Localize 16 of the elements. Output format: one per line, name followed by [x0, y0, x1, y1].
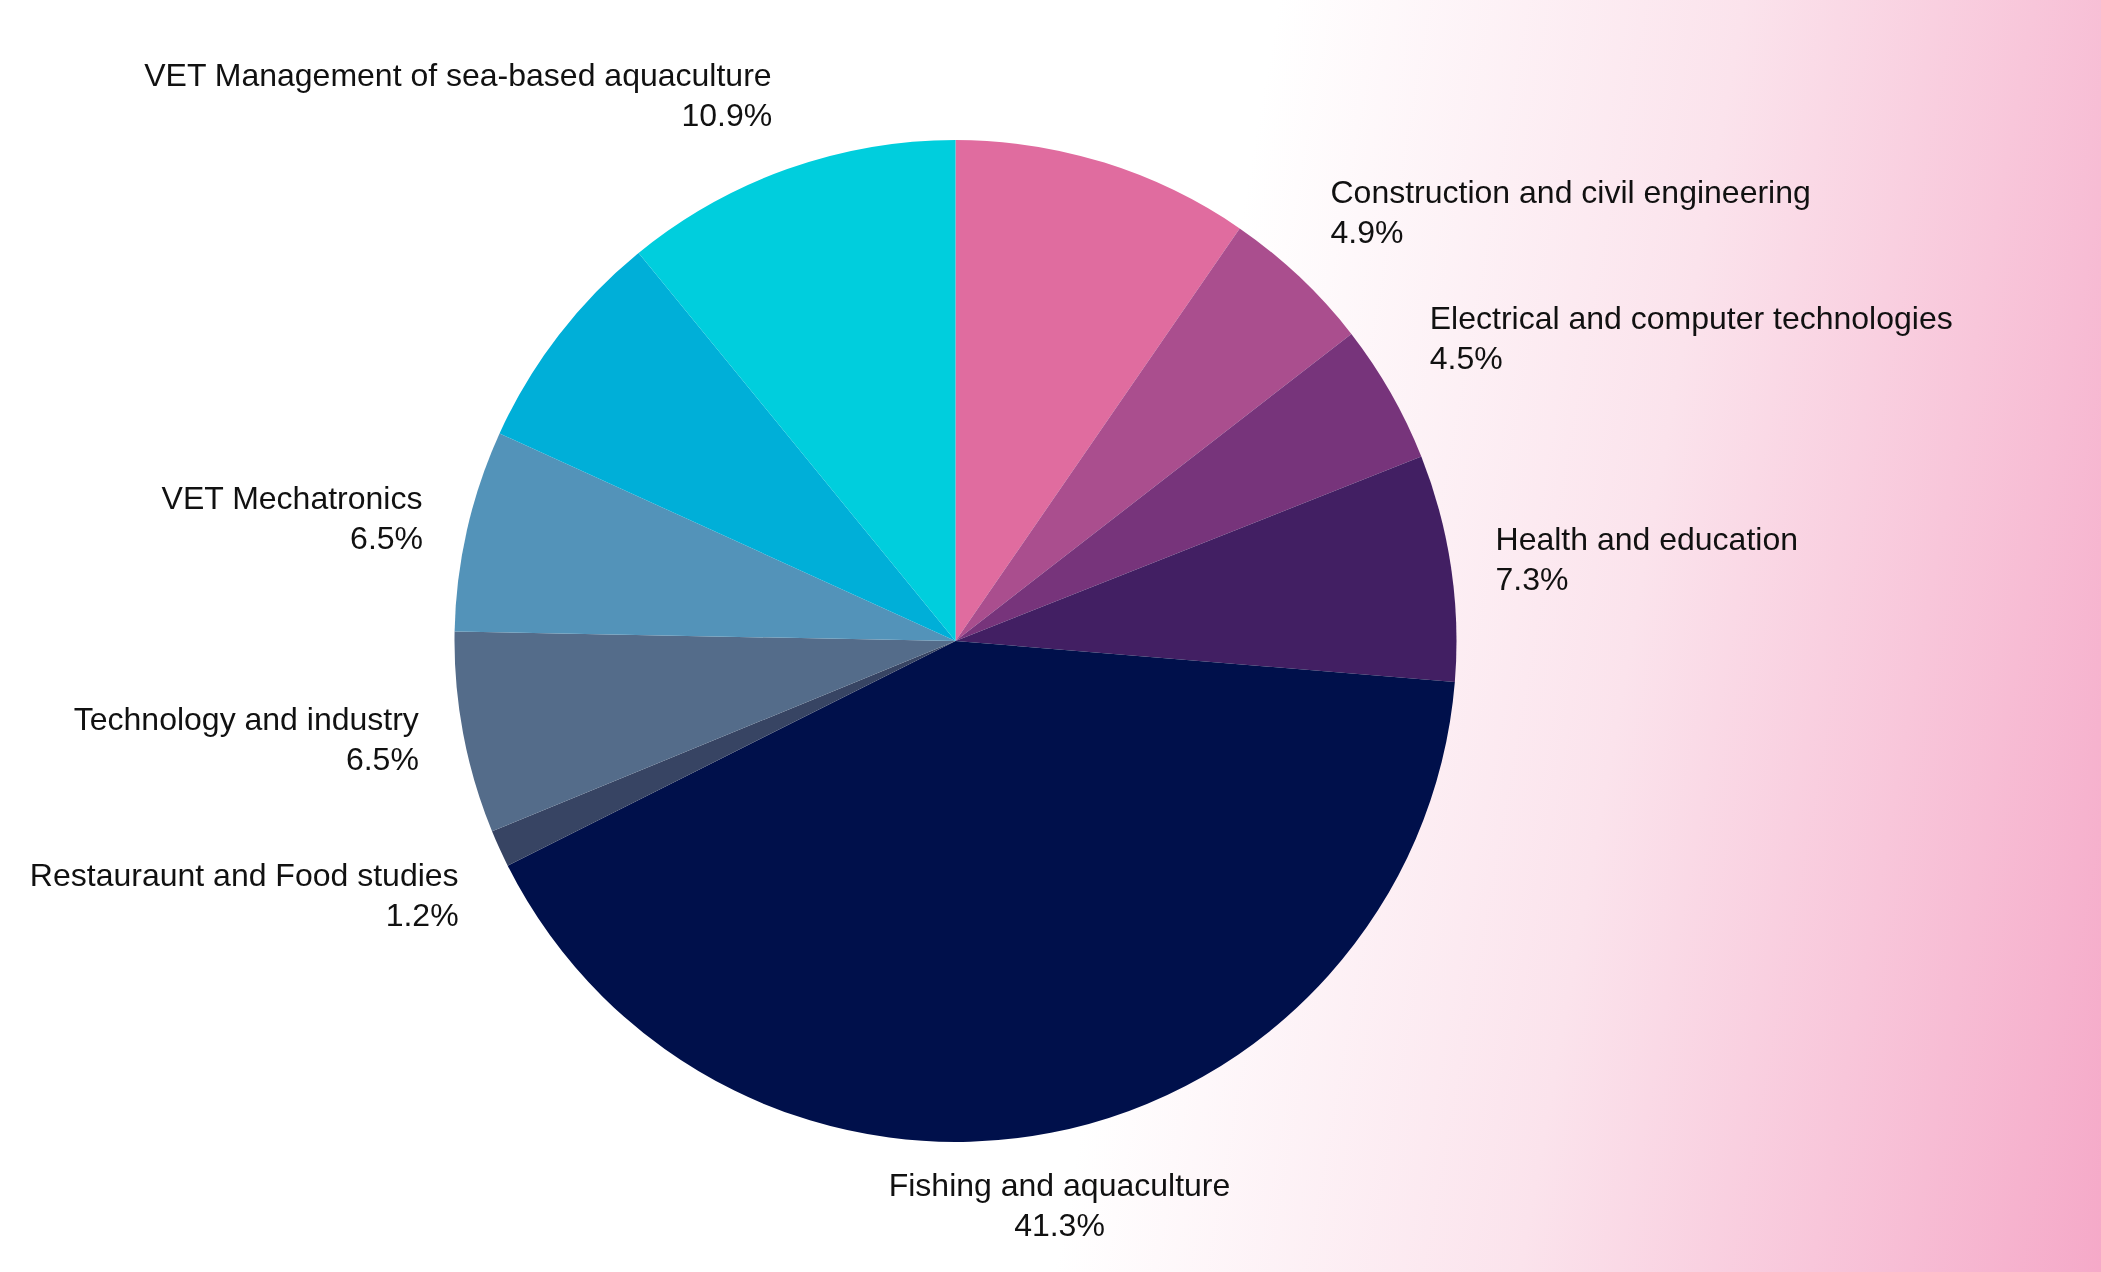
- data-label: 7.3%: [1495, 560, 1569, 597]
- slice-label: Fishing and aquaculture: [888, 1166, 1231, 1203]
- slice-label: VET Management of sea-based aquaculture: [144, 56, 772, 93]
- data-label: 6.5%: [350, 520, 424, 557]
- data-label: 4.9%: [1330, 213, 1404, 250]
- data-label: 10.9%: [681, 96, 773, 133]
- slice-label: VET Mechatronics: [161, 480, 423, 517]
- data-label: 1.2%: [385, 897, 459, 934]
- slice-label: Technology and industry: [73, 701, 419, 738]
- slice-label: Electrical and computer technologies: [1429, 300, 1953, 337]
- slice-label: Restauraunt and Food studies: [29, 857, 459, 894]
- slice-label: Health and education: [1495, 520, 1799, 557]
- data-label: 4.5%: [1429, 340, 1503, 377]
- data-label: 41.3%: [1014, 1206, 1105, 1243]
- data-label: 6.5%: [345, 741, 419, 778]
- slice-label: Construction and civil engineering: [1330, 173, 1811, 210]
